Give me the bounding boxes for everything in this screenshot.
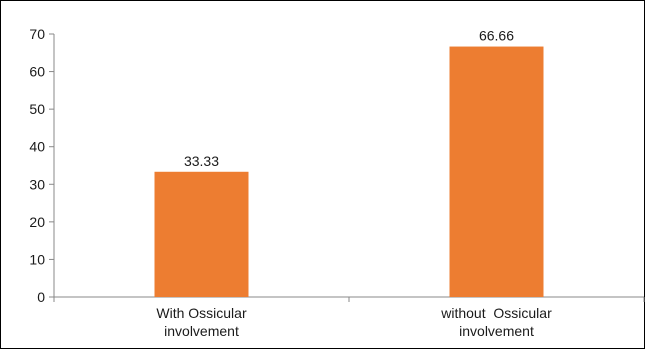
y-tick-label: 30 xyxy=(29,176,45,192)
category-label-line: involvement xyxy=(164,323,239,339)
bar xyxy=(154,171,249,297)
x-axis xyxy=(53,296,645,302)
category-label-line: With Ossicular xyxy=(156,305,247,321)
bar xyxy=(449,46,544,297)
y-tick-label: 20 xyxy=(29,214,45,230)
y-tick-label: 40 xyxy=(29,139,45,155)
y-tick-label: 50 xyxy=(29,101,45,117)
category-label-line: without Ossicular xyxy=(440,305,552,321)
y-axis: 0 10 20 30 40 50 60 70 xyxy=(29,26,55,305)
bar-value-label: 33.33 xyxy=(184,153,219,169)
bars xyxy=(154,46,544,297)
data-labels: 33.33 66.66 xyxy=(184,28,514,169)
y-tick-label: 10 xyxy=(29,251,45,267)
y-tick-label: 70 xyxy=(29,26,45,42)
category-label-line: involvement xyxy=(459,323,534,339)
y-tick-label: 60 xyxy=(29,64,45,80)
y-tick-label: 0 xyxy=(37,289,45,305)
category-label: With Ossicular involvement xyxy=(156,305,247,339)
category-label: without Ossicular involvement xyxy=(440,305,552,339)
bar-value-label: 66.66 xyxy=(479,28,514,44)
